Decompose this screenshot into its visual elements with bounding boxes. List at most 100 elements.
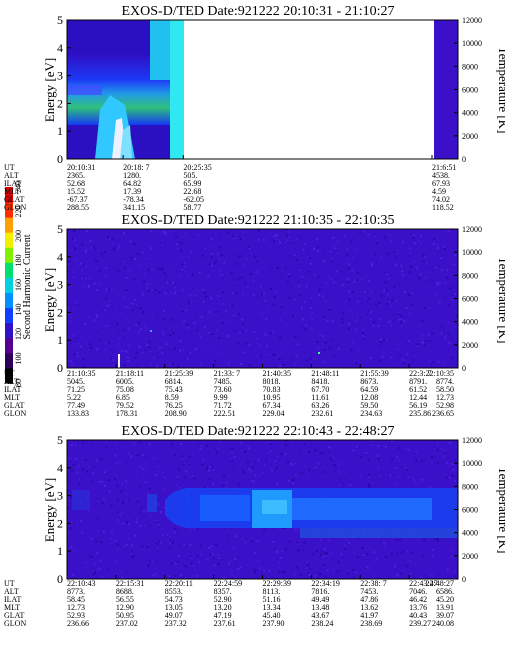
spectrogram-pixel (355, 362, 358, 365)
spectrogram-pixel (203, 326, 206, 329)
spectrogram-pixel (71, 363, 74, 366)
spectrogram-pixel (397, 476, 400, 479)
spectrogram-pixel (116, 304, 119, 307)
spectrogram-pixel (276, 483, 279, 486)
spectrogram-pixel (296, 237, 299, 240)
spectrogram-pixel (440, 257, 443, 260)
spectrogram-pixel (361, 547, 364, 550)
spectrogram-pixel (164, 231, 167, 234)
spectrogram-pixel (125, 462, 128, 465)
spectrogram-pixel (296, 267, 299, 270)
spectrogram-pixel (440, 332, 443, 335)
spectrogram-pixel (412, 234, 415, 237)
spectrogram-pixel (409, 247, 412, 250)
spectrogram-pixel (336, 252, 339, 255)
spectrogram-pixel (158, 545, 161, 548)
spectrogram-pixel (98, 270, 101, 273)
orbit-row-label: UT (4, 369, 15, 378)
spectrogram-pixel (300, 306, 303, 309)
spectrogram-pixel (99, 499, 102, 502)
spectrogram-pixel (180, 249, 183, 252)
spectrogram-pixel (299, 449, 302, 452)
spectrogram-pixel (162, 506, 165, 509)
orbit-value: 505. (183, 171, 197, 180)
spectrogram-pixel (156, 313, 159, 316)
spectrogram-pixel (178, 356, 181, 359)
spectrogram-pixel (288, 241, 291, 244)
spectrogram-pixel (255, 271, 258, 274)
spectrogram-pixel (93, 245, 96, 248)
spectrogram-pixel (354, 571, 357, 574)
spectrogram-pixel (82, 264, 85, 267)
spectrogram-pixel (217, 554, 220, 557)
spectrogram-pixel (124, 266, 127, 269)
temperature-tick-label: 8000 (462, 271, 478, 280)
panel-1-spectrogram (67, 20, 184, 159)
spectrogram-pixel (136, 454, 139, 457)
spectrogram-pixel (218, 337, 221, 340)
spectrogram-pixel (117, 343, 120, 346)
spectrogram-pixel (428, 246, 431, 249)
spectrogram-pixel (166, 327, 169, 330)
orbit-value: 63.26 (311, 401, 329, 410)
spectrogram-pixel (326, 552, 329, 555)
spectrogram-pixel (273, 235, 276, 238)
temperature-tick-label: 4000 (462, 318, 478, 327)
spectrogram-pixel (237, 568, 240, 571)
spectrogram-pixel (335, 263, 338, 266)
spectrogram-pixel (208, 274, 211, 277)
spectrogram-pixel (284, 453, 287, 456)
spectrogram-pixel (391, 290, 394, 293)
spectrogram-pixel (196, 554, 199, 557)
spectrogram-pixel (446, 277, 449, 280)
orbit-value: 12.73 (67, 603, 85, 612)
spectrogram-pixel (398, 539, 401, 542)
spectrogram-pixel (275, 238, 278, 241)
spectrogram-pixel (243, 263, 246, 266)
spectrogram-pixel (234, 576, 237, 579)
energy-tick-label: 0 (57, 572, 63, 586)
spectrogram-pixel (272, 541, 275, 544)
spectrogram-pixel (173, 454, 176, 457)
spectrogram-pixel (408, 294, 411, 297)
spectrogram-pixel (263, 292, 266, 295)
spectrogram-pixel (436, 538, 439, 541)
spectrogram-pixel (169, 318, 172, 321)
energy-tick-label: 2 (57, 305, 63, 319)
spectrogram-pixel (90, 346, 93, 349)
spectrogram-pixel (145, 329, 148, 332)
spectrogram-pixel (333, 464, 336, 467)
spectrogram-pixel (161, 268, 164, 271)
spectrogram-pixel (423, 458, 426, 461)
spectrogram-pixel (361, 332, 364, 335)
spectrogram-pixel (222, 276, 225, 279)
spectrogram-pixel (368, 483, 371, 486)
spectrogram-pixel (72, 521, 75, 524)
spectrogram-pixel (326, 319, 329, 322)
spectrogram-pixel (236, 344, 239, 347)
spectrogram-pixel (405, 341, 408, 344)
spectrogram-pixel (72, 573, 75, 576)
temperature-tick-label: 6000 (462, 506, 478, 515)
spectrogram-pixel (128, 512, 131, 515)
spectrogram-pixel (336, 240, 339, 243)
spectrogram-pixel (298, 573, 301, 576)
spectrogram-pixel (269, 267, 272, 270)
spectrogram-pixel (331, 568, 334, 571)
orbit-value: 6814. (165, 377, 183, 386)
orbit-value: 20:25:35 (183, 163, 211, 172)
spectrogram-pixel (326, 554, 329, 557)
spectrogram-pixel (162, 447, 165, 450)
spectrogram-pixel (213, 448, 216, 451)
spectrogram-pixel (168, 363, 171, 366)
orbit-value: 235.86 (409, 409, 431, 418)
spectrogram-pixel (105, 290, 108, 293)
spectrogram-pixel (125, 277, 128, 280)
spectrogram-pixel (108, 479, 111, 482)
spectrogram-pixel (420, 338, 423, 341)
spectrogram-pixel (99, 478, 102, 481)
spectrogram-pixel (222, 291, 225, 294)
spectrogram-pixel (431, 332, 434, 335)
spectrogram-pixel (161, 547, 164, 550)
colorbar-swatch (5, 202, 13, 218)
